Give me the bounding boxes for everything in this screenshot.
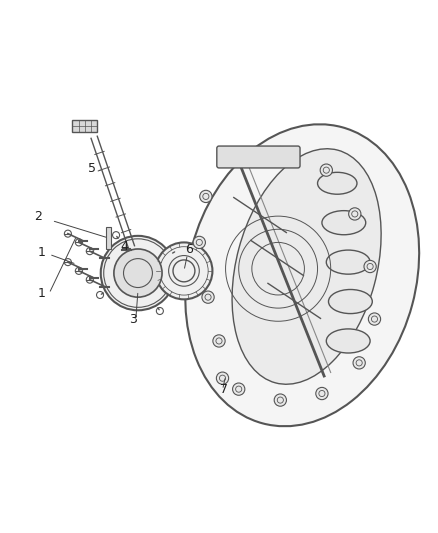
- FancyArrowPatch shape: [158, 308, 159, 310]
- FancyArrowPatch shape: [117, 237, 118, 238]
- Circle shape: [274, 147, 286, 159]
- Circle shape: [364, 260, 376, 273]
- Text: 1: 1: [37, 287, 45, 300]
- Text: 7: 7: [220, 383, 228, 395]
- Circle shape: [114, 249, 162, 297]
- Ellipse shape: [185, 124, 419, 426]
- Ellipse shape: [328, 289, 372, 313]
- Circle shape: [213, 335, 225, 347]
- Bar: [73, 120, 96, 133]
- Text: 6: 6: [185, 244, 193, 256]
- Ellipse shape: [318, 172, 357, 194]
- Circle shape: [200, 190, 212, 203]
- Circle shape: [101, 236, 175, 310]
- Circle shape: [216, 372, 229, 384]
- FancyArrowPatch shape: [173, 252, 175, 253]
- Ellipse shape: [232, 149, 381, 384]
- Text: 4: 4: [120, 240, 128, 253]
- Ellipse shape: [326, 329, 370, 353]
- FancyArrowPatch shape: [101, 293, 103, 294]
- Circle shape: [274, 394, 286, 406]
- Circle shape: [193, 236, 205, 248]
- Circle shape: [320, 164, 332, 176]
- Circle shape: [316, 387, 328, 400]
- Text: 2: 2: [34, 209, 42, 223]
- Ellipse shape: [322, 211, 366, 235]
- Text: 1: 1: [37, 246, 45, 259]
- Bar: [106, 227, 111, 249]
- Circle shape: [228, 155, 240, 167]
- Circle shape: [202, 291, 214, 303]
- Circle shape: [353, 357, 365, 369]
- Circle shape: [155, 243, 212, 300]
- Circle shape: [233, 383, 245, 395]
- Text: 5: 5: [88, 162, 95, 175]
- Circle shape: [349, 208, 361, 220]
- Text: 3: 3: [129, 313, 137, 326]
- Ellipse shape: [326, 250, 370, 274]
- Circle shape: [368, 313, 381, 325]
- FancyBboxPatch shape: [217, 146, 300, 168]
